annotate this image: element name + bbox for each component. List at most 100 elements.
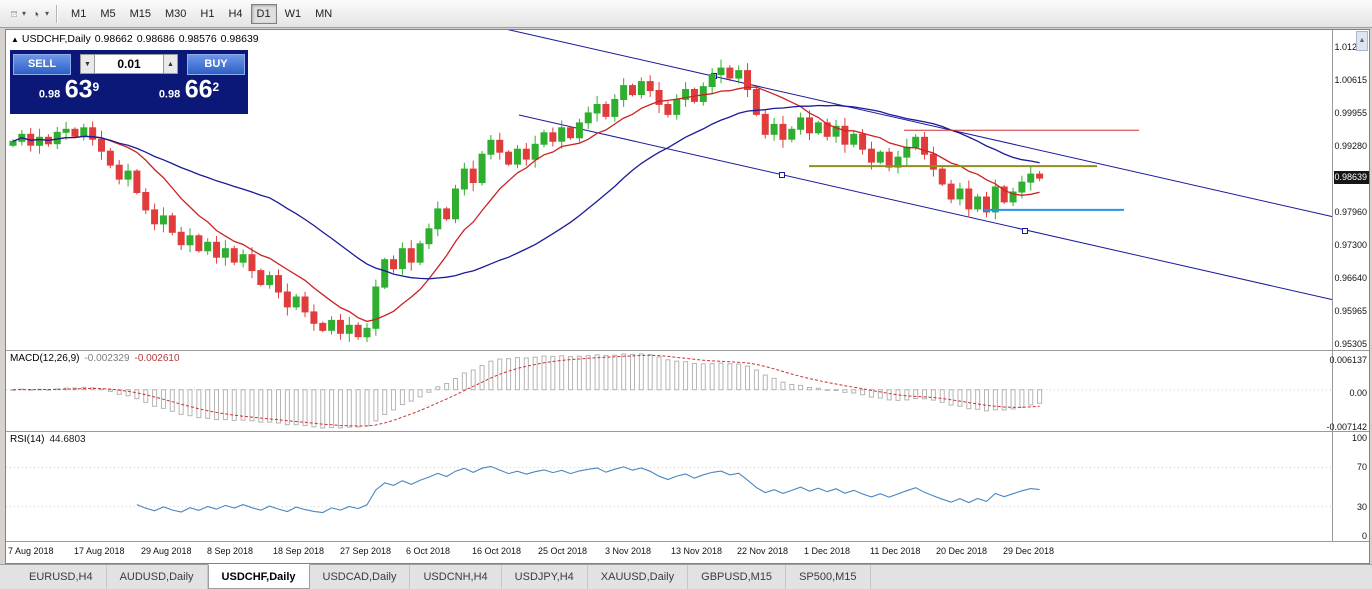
price-scale-label: 0.99955 xyxy=(1334,108,1367,118)
rsi-label: RSI(14) 44.6803 xyxy=(10,434,86,445)
chart-tab-usdcad-daily[interactable]: USDCAD,Daily xyxy=(310,565,411,589)
sell-price-point: 9 xyxy=(92,79,100,94)
rsi-panel: RSI(14) 44.6803 100 70 30 0 xyxy=(6,432,1369,541)
cursor-tool-icon[interactable] xyxy=(27,3,47,25)
timeframe-button-m30[interactable]: M30 xyxy=(159,4,192,24)
price-scale-label: 1.00615 xyxy=(1334,75,1367,85)
date-axis-label: 22 Nov 2018 xyxy=(737,546,789,556)
chart-window-icon[interactable] xyxy=(4,3,24,25)
ohlc-close: 0.98639 xyxy=(220,33,259,45)
chart-tab-bar: EURUSD,H4 AUDUSD,Daily USDCHF,Daily USDCAD,… xyxy=(0,564,1372,589)
buy-price-display[interactable]: 0.98 662 xyxy=(133,72,245,109)
date-axis-label: 18 Sep 2018 xyxy=(273,546,325,556)
timeframe-button-h4[interactable]: H4 xyxy=(222,4,248,24)
rsi-line xyxy=(136,465,1040,514)
timeframe-button-m1[interactable]: M1 xyxy=(65,4,92,24)
macd-signal-value: -0.002610 xyxy=(134,353,180,364)
rsi-name: RSI(14) xyxy=(10,434,45,445)
current-price-badge: 0.98639 xyxy=(1334,171,1369,184)
timeframe-button-d1[interactable]: D1 xyxy=(250,3,277,24)
date-axis-label: 20 Dec 2018 xyxy=(936,546,988,556)
price-scale-label: 0.95965 xyxy=(1334,306,1367,316)
chart-tab-usdjpy-h4[interactable]: USDJPY,H4 xyxy=(502,565,588,589)
chart-symbol-icon: ▲ xyxy=(11,35,19,44)
buy-price-point: 2 xyxy=(212,79,220,94)
volume-decrease-button[interactable]: ▼ xyxy=(80,54,95,74)
chart-tab-sp500-m15[interactable]: SP500,M15 xyxy=(786,565,871,589)
volume-control: ▼ ▲ xyxy=(80,54,178,74)
chevron-down-icon[interactable]: ▾ xyxy=(22,9,27,18)
buy-button[interactable]: BUY xyxy=(187,53,245,75)
buy-price-pips: 66 xyxy=(184,75,213,103)
rsi-scale-label: 100 xyxy=(1351,433,1367,443)
timeframe-button-m15[interactable]: M15 xyxy=(124,4,157,24)
chart-tab-eurusd-h4[interactable]: EURUSD,H4 xyxy=(16,565,107,589)
chart-tab-xauusd-daily[interactable]: XAUUSD,Daily xyxy=(588,565,689,589)
rsi-scale-label: 30 xyxy=(1356,502,1367,512)
macd-scale-label: 0.00 xyxy=(1349,388,1367,398)
sell-price-display[interactable]: 0.98 639 xyxy=(13,72,125,109)
date-axis-label: 7 Aug 2018 xyxy=(8,546,54,556)
chart-tab-usdcnh-h4[interactable]: USDCNH,H4 xyxy=(410,565,502,589)
date-axis-label: 25 Oct 2018 xyxy=(538,546,588,556)
chart-title-symbol: USDCHF,Daily xyxy=(21,33,91,45)
panel-resize-separator[interactable] xyxy=(6,541,1369,542)
timeframe-button-h1[interactable]: H1 xyxy=(194,4,220,24)
macd-scale[interactable]: 0.006137 0.00 -0.007142 xyxy=(1326,351,1369,431)
cursor-arrow-icon xyxy=(35,11,39,17)
rsi-scale-label: 70 xyxy=(1356,462,1367,472)
macd-scale-label: -0.007142 xyxy=(1326,422,1367,431)
macd-value: -0.002329 xyxy=(84,353,130,364)
price-scale-label: 0.99280 xyxy=(1334,141,1367,151)
rsi-scale[interactable]: 100 70 30 0 xyxy=(1332,432,1369,541)
ohlc-open: 0.98662 xyxy=(94,33,133,45)
chart-title: ▲ USDCHF,Daily 0.98662 0.98686 0.98576 0.9863… xyxy=(11,33,263,45)
ohlc-low: 0.98576 xyxy=(178,33,217,45)
date-axis-label: 11 Dec 2018 xyxy=(870,546,921,556)
price-chart-canvas[interactable] xyxy=(6,30,1335,350)
chart-tab-audusd-daily[interactable]: AUDUSD,Daily xyxy=(107,565,208,589)
top-toolbar: ▾ ▾ M1 M5 M15 M30 H1 H4 D1 W1 MN xyxy=(0,0,1372,28)
chart-window-icon xyxy=(11,10,17,17)
price-scale-label: 0.97960 xyxy=(1334,207,1367,217)
panel-resize-separator[interactable] xyxy=(6,350,1369,351)
price-scale[interactable]: 0.98639 1.01275 1.00615 0.99955 0.99280 0.97… xyxy=(1332,30,1369,350)
timeframe-toolbar: M1 M5 M15 M30 H1 H4 D1 W1 MN xyxy=(64,3,339,24)
toolbar-separator xyxy=(56,4,59,23)
timeframe-button-m5[interactable]: M5 xyxy=(94,4,121,24)
date-axis-label: 29 Aug 2018 xyxy=(141,546,192,556)
macd-name: MACD(12,26,9) xyxy=(10,353,80,364)
date-axis-label: 17 Aug 2018 xyxy=(74,546,125,556)
date-axis-label: 3 Nov 2018 xyxy=(605,546,652,556)
price-scale-label: 0.97300 xyxy=(1334,240,1367,250)
macd-chart-canvas[interactable] xyxy=(6,351,1335,431)
chart-tab-usdchf-daily[interactable]: USDCHF,Daily xyxy=(207,564,310,589)
chevron-down-icon[interactable]: ▾ xyxy=(45,9,50,18)
price-panel: ▲ USDCHF,Daily 0.98662 0.98686 0.98576 0.9863… xyxy=(6,30,1369,350)
date-axis[interactable]: 7 Aug 2018 17 Aug 2018 29 Aug 2018 8 Sep 20… xyxy=(6,542,1369,563)
ohlc-high: 0.98686 xyxy=(136,33,175,45)
sell-button[interactable]: SELL xyxy=(13,53,71,75)
timeframe-button-mn[interactable]: MN xyxy=(309,4,338,24)
date-axis-label: 6 Oct 2018 xyxy=(406,546,451,556)
trade-panel-top-row: SELL ▼ ▲ BUY xyxy=(13,53,245,75)
rsi-scale-label: 0 xyxy=(1361,531,1367,541)
volume-increase-button[interactable]: ▲ xyxy=(163,54,178,74)
macd-histogram xyxy=(10,353,1043,429)
chart-tab-gbpusd-m15[interactable]: GBPUSD,M15 xyxy=(688,565,787,589)
scrollbar-up-button[interactable]: ▲ xyxy=(1356,31,1368,51)
panel-resize-separator[interactable] xyxy=(6,431,1369,432)
ma-fast-line xyxy=(12,86,1040,323)
chart-window: ▲ USDCHF,Daily 0.98662 0.98686 0.98576 0.9863… xyxy=(5,29,1370,564)
buy-price-base: 0.98 xyxy=(158,88,181,100)
price-scale-label: 0.96640 xyxy=(1334,273,1367,283)
volume-input[interactable] xyxy=(95,54,163,74)
price-scale-label: 1.01275 xyxy=(1334,42,1367,52)
ma-slow-line xyxy=(12,104,1040,280)
macd-scale-label: 0.006137 xyxy=(1329,355,1367,365)
trade-panel-price-row: 0.98 639 0.98 662 xyxy=(13,75,245,109)
timeframe-button-w1[interactable]: W1 xyxy=(279,4,308,24)
date-axis-label: 29 Dec 2018 xyxy=(1003,546,1055,556)
rsi-chart-canvas[interactable] xyxy=(6,432,1335,541)
